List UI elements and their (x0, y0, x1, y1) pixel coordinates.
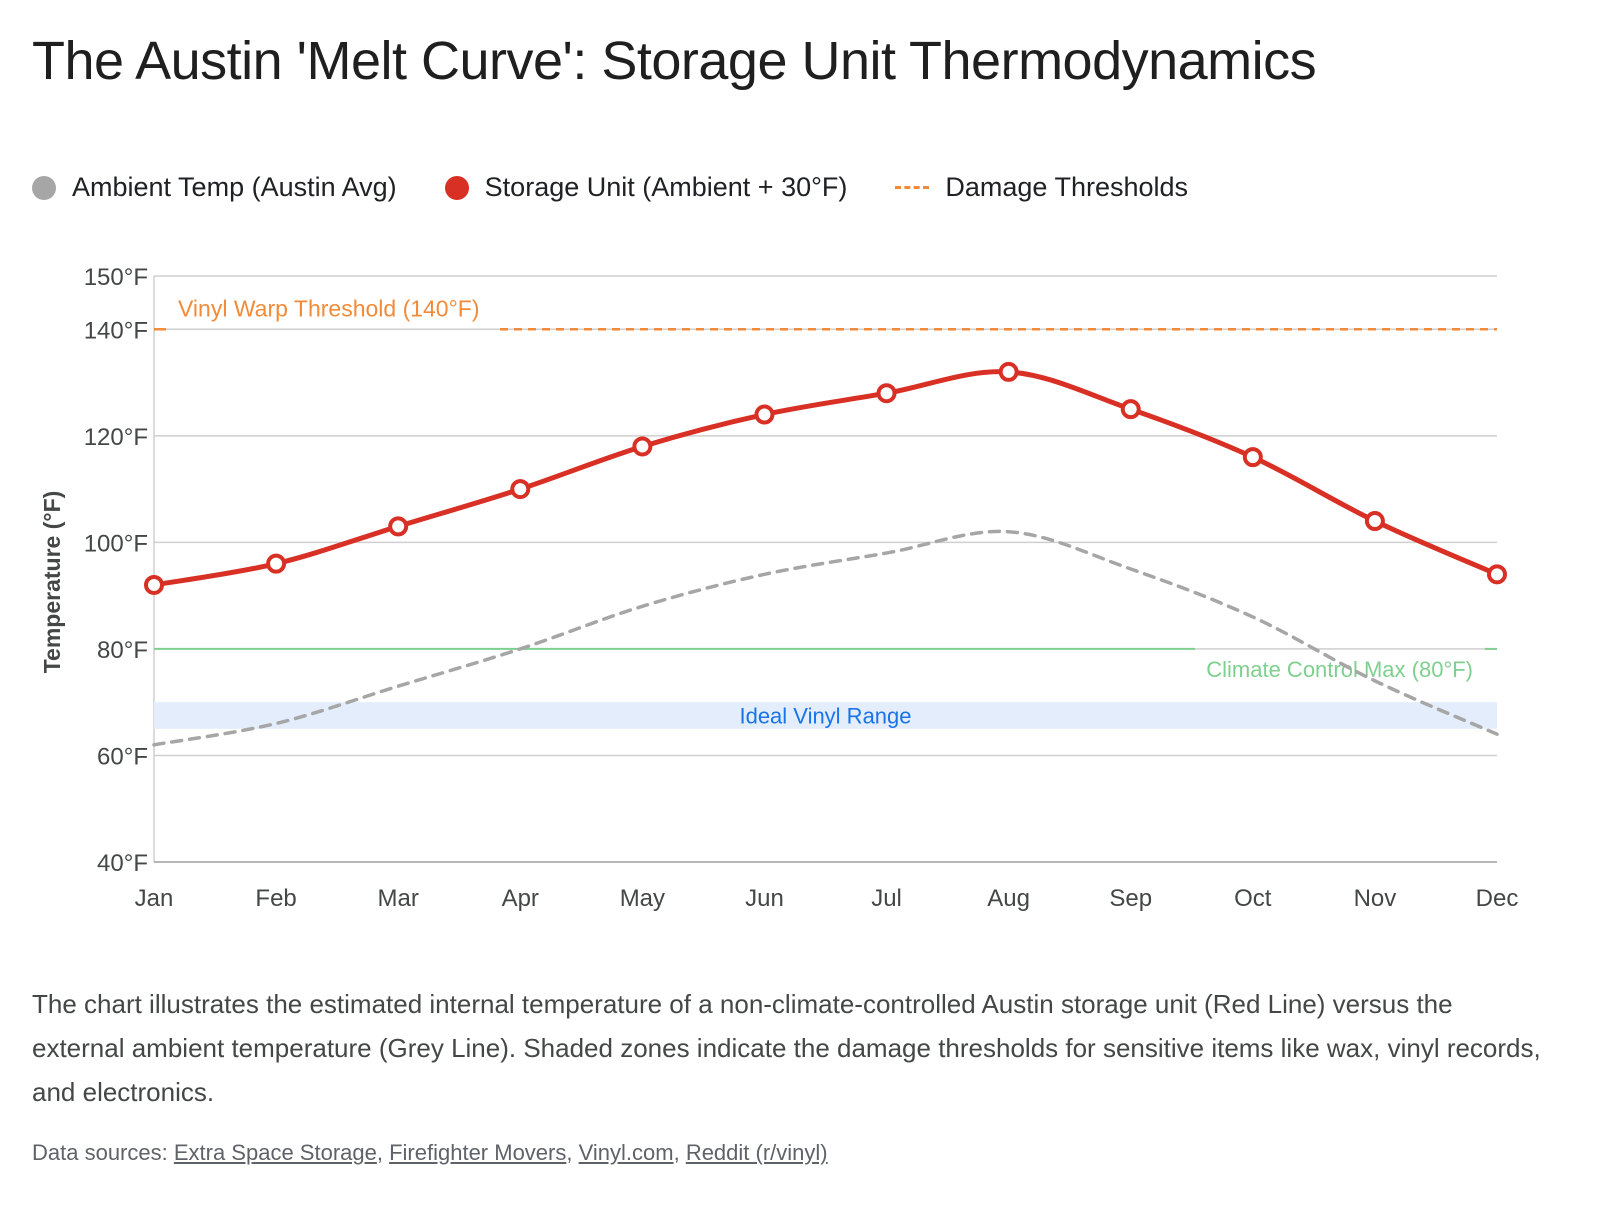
legend-thresholds-label: Damage Thresholds (945, 172, 1189, 202)
storage-point-jan (144, 574, 164, 595)
climate-control-max-label: Climate Control Max (80°F) (1206, 657, 1473, 682)
x-tick-label-jun: Jun (745, 885, 784, 912)
y-tick-label-60: 60°F (97, 743, 148, 770)
sources-prefix: Data sources: (32, 1140, 174, 1165)
sources-separator: , (673, 1140, 686, 1165)
storage-point-nov (1364, 511, 1385, 532)
legend-item-thresholds[interactable]: Damage Thresholds (895, 172, 1188, 203)
ideal-vinyl-range-band (154, 702, 1497, 729)
ideal-vinyl-range-label: Ideal Vinyl Range (739, 704, 911, 729)
storage-point-mar (388, 516, 409, 537)
storage-point-jul (876, 383, 897, 404)
storage-point-feb (266, 553, 287, 574)
chart-description: The chart illustrates the estimated inte… (32, 989, 1541, 1107)
x-tick-label-jul: Jul (871, 885, 902, 912)
storage-point-oct (1242, 447, 1263, 468)
y-tick-label-80: 80°F (97, 637, 148, 664)
y-tick-label-100: 100°F (84, 530, 148, 557)
legend-storage-dot (444, 175, 469, 200)
storage-point-apr (510, 479, 531, 500)
x-tick-label-aug: Aug (987, 885, 1030, 912)
legend-thresholds-dash (895, 186, 930, 189)
storage-point-may (632, 436, 653, 457)
x-tick-label-oct: Oct (1234, 885, 1272, 912)
legend-item-storage[interactable]: Storage Unit (Ambient + 30°F) (444, 172, 848, 203)
y-tick-label-120: 120°F (84, 424, 148, 451)
y-tick-label-150: 150°F (84, 264, 148, 291)
temperature-line-chart: 40°F 60°F 80°F 100°F 120°F 140°F 150°F Temperat… (39, 264, 1519, 912)
sources-separator: , (376, 1140, 390, 1165)
chart-legend: Ambient Temp (Austin Avg) Storage Unit (… (32, 172, 1236, 203)
legend-item-ambient[interactable]: Ambient Temp (Austin Avg) (32, 172, 397, 203)
y-tick-label-140: 140°F (84, 317, 148, 344)
source-link-extra-space-storage[interactable]: Extra Space Storage (173, 1140, 377, 1165)
x-tick-label-apr: Apr (502, 885, 539, 912)
data-sources: Data sources: Extra Space Storage, Firef… (32, 1140, 828, 1166)
x-tick-label-dec: Dec (1476, 885, 1519, 912)
legend-ambient-dot (32, 175, 56, 200)
x-tick-label-mar: Mar (378, 885, 419, 912)
y-axis-title: Temperature (°F) (39, 491, 65, 674)
storage-unit-temp-line (153, 369, 1498, 588)
source-link-vinyl-com[interactable]: Vinyl.com (578, 1140, 674, 1165)
storage-point-aug (998, 361, 1019, 382)
x-tick-label-feb: Feb (255, 885, 296, 912)
x-tick-label-may: May (620, 885, 665, 912)
source-link-firefighter-movers[interactable]: Firefighter Movers (389, 1140, 567, 1165)
storage-point-dec (1487, 564, 1507, 585)
storage-point-jun (754, 404, 775, 425)
x-tick-label-jan: Jan (135, 885, 174, 912)
x-tick-label-sep: Sep (1109, 885, 1152, 912)
x-tick-label-nov: Nov (1354, 885, 1397, 912)
chart-title: The Austin 'Melt Curve': Storage Unit Th… (32, 31, 1317, 91)
source-link-reddit-vinyl[interactable]: Reddit (r/vinyl) (685, 1140, 828, 1165)
sources-separator: , (566, 1140, 579, 1165)
vinyl-warp-threshold-label: Vinyl Warp Threshold (140°F) (178, 295, 480, 321)
legend-ambient-label: Ambient Temp (Austin Avg) (72, 172, 397, 202)
y-tick-label-40: 40°F (97, 850, 148, 877)
ambient-temp-line (152, 529, 1499, 747)
storage-point-sep (1120, 399, 1141, 420)
legend-storage-label: Storage Unit (Ambient + 30°F) (484, 172, 848, 202)
